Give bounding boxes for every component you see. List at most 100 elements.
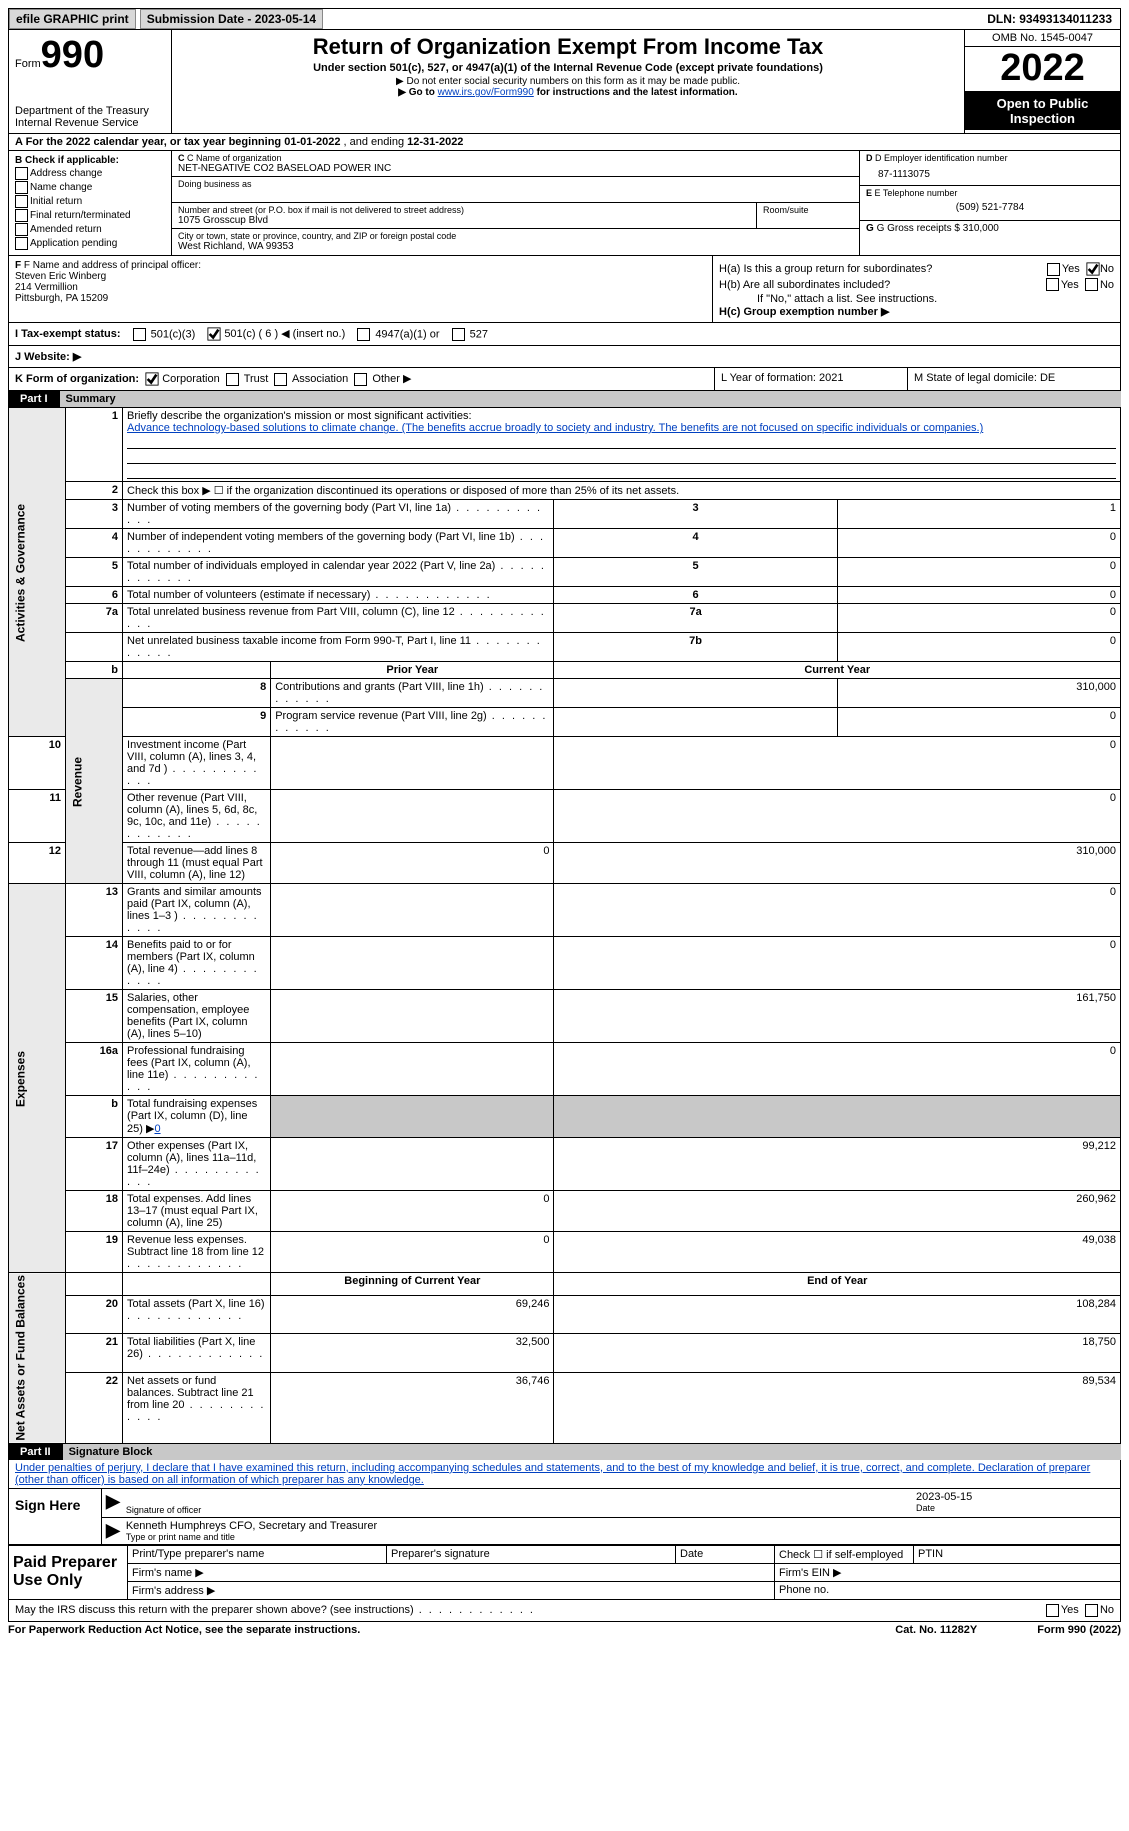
c-label: C C Name of organization: [178, 153, 853, 163]
street: 1075 Grosscup Blvd: [178, 215, 750, 226]
vtab-exp: Expenses: [9, 884, 66, 1273]
l-label: L Year of formation: 2021: [715, 368, 908, 390]
phone-no: Phone no.: [775, 1581, 1121, 1599]
val-13: 0: [554, 884, 1121, 937]
val-10: 0: [554, 737, 1121, 790]
val-7b: 0: [837, 633, 1120, 662]
sig-officer-label: Signature of officer: [126, 1505, 916, 1515]
val-12: 310,000: [554, 843, 1121, 884]
line1-label: Briefly describe the organization's miss…: [127, 410, 471, 422]
hdr-current: Current Year: [554, 662, 1121, 679]
val-11: 0: [554, 790, 1121, 843]
dln-label: DLN: 93493134011233: [979, 12, 1120, 26]
j-label: J Website: ▶: [15, 351, 81, 363]
chk-final-return[interactable]: Final return/terminated: [15, 209, 165, 222]
val-7a: 0: [837, 604, 1120, 633]
val-5: 0: [837, 558, 1120, 587]
check-if: Check ☐ if self-employed: [775, 1545, 914, 1563]
mission-link[interactable]: Advance technology-based solutions to cl…: [127, 422, 983, 434]
print-label: Type or print name and title: [126, 1532, 1116, 1542]
val-22c: 89,534: [554, 1373, 1121, 1444]
k-label: K Form of organization:: [15, 373, 139, 385]
discuss-row: May the IRS discuss this return with the…: [8, 1600, 1121, 1622]
firm-ein: Firm's EIN ▶: [775, 1563, 1121, 1581]
chk-501c-checked[interactable]: [207, 327, 221, 341]
irs-link[interactable]: www.irs.gov/Form990: [438, 87, 534, 98]
line2: Check this box ▶ ☐ if the organization d…: [123, 482, 1121, 500]
arrow-icon: ▶: [106, 1520, 126, 1542]
b-label: B Check if applicable:: [15, 155, 119, 166]
firm-name: Firm's name ▶: [128, 1563, 775, 1581]
irs-label: Internal Revenue Service: [15, 117, 165, 129]
d-label: D Employer identification number: [875, 153, 1008, 163]
chk-4947[interactable]: [357, 328, 370, 341]
i-label: I Tax-exempt status:: [15, 328, 121, 340]
hb-yes[interactable]: [1046, 278, 1059, 291]
hb-label: H(b) Are all subordinates included?: [719, 279, 1046, 291]
top-bar: efile GRAPHIC print Submission Date - 20…: [8, 8, 1121, 30]
chk-initial-return[interactable]: Initial return: [15, 195, 165, 208]
discuss-yes[interactable]: [1046, 1604, 1059, 1617]
chk-address-change[interactable]: Address change: [15, 167, 165, 180]
ha-yes[interactable]: [1047, 263, 1060, 276]
ptin-label: PTIN: [914, 1545, 1121, 1563]
firm-addr: Firm's address ▶: [128, 1581, 775, 1599]
dept-label: Department of the Treasury: [15, 105, 165, 117]
val-6: 0: [837, 587, 1120, 604]
val-9: 0: [837, 708, 1120, 737]
val-15: 161,750: [554, 990, 1121, 1043]
signature-block: Under penalties of perjury, I declare th…: [8, 1460, 1121, 1545]
chk-trust[interactable]: [226, 373, 239, 386]
val-21c: 18,750: [554, 1334, 1121, 1373]
org-name: NET-NEGATIVE CO2 BASELOAD POWER INC: [178, 163, 853, 174]
ha-no-checked[interactable]: [1086, 262, 1100, 276]
chk-501c3[interactable]: [133, 328, 146, 341]
form-label: Form 990 (2022): [1037, 1624, 1121, 1636]
m-label: M State of legal domicile: DE: [908, 368, 1120, 390]
part2-header: Part II Signature Block: [8, 1444, 1121, 1460]
form-number: Form990: [15, 34, 165, 77]
gross-receipts: 310,000: [963, 223, 999, 234]
prep-name-label: Print/Type preparer's name: [128, 1545, 387, 1563]
omb-number: OMB No. 1545-0047: [965, 30, 1120, 47]
hdr-end: End of Year: [554, 1273, 1121, 1296]
ssn-note: ▶ Do not enter social security numbers o…: [176, 76, 960, 87]
city-label: City or town, state or province, country…: [178, 231, 853, 241]
officer-addr1: 214 Vermillion: [15, 282, 78, 293]
efile-button[interactable]: efile GRAPHIC print: [9, 9, 136, 29]
val-16a: 0: [554, 1043, 1121, 1096]
hdr-prior: Prior Year: [271, 662, 554, 679]
e-label: E Telephone number: [875, 188, 958, 198]
sig-date: 2023-05-15: [916, 1491, 1116, 1503]
city: West Richland, WA 99353: [178, 241, 853, 252]
line-a: A For the 2022 calendar year, or tax yea…: [8, 134, 1121, 151]
goto-note: ▶ Go to www.irs.gov/Form990 for instruct…: [176, 87, 960, 98]
hb-no[interactable]: [1085, 278, 1098, 291]
discuss-no[interactable]: [1085, 1604, 1098, 1617]
sign-here-label: Sign Here: [9, 1489, 102, 1544]
row-j: J Website: ▶: [8, 346, 1121, 368]
paid-preparer-table: Paid Preparer Use Only Print/Type prepar…: [8, 1545, 1121, 1600]
submission-date-button[interactable]: Submission Date - 2023-05-14: [140, 9, 323, 29]
perjury-text: Under penalties of perjury, I declare th…: [9, 1460, 1120, 1489]
val-4: 0: [837, 529, 1120, 558]
val-21p: 32,500: [271, 1334, 554, 1373]
chk-name-change[interactable]: Name change: [15, 181, 165, 194]
chk-corp-checked[interactable]: [145, 372, 159, 386]
val-16b-link[interactable]: 0: [154, 1123, 160, 1135]
hc-label: H(c) Group exemption number ▶: [719, 305, 1114, 318]
form-subtitle: Under section 501(c), 527, or 4947(a)(1)…: [176, 62, 960, 74]
ein: 87-1113075: [866, 163, 1114, 180]
chk-527[interactable]: [452, 328, 465, 341]
officer-name: Steven Eric Winberg: [15, 271, 106, 282]
chk-assoc[interactable]: [274, 373, 287, 386]
section-b-to-g: B Check if applicable: Address change Na…: [8, 151, 1121, 256]
val-17: 99,212: [554, 1138, 1121, 1191]
row-k: K Form of organization: Corporation Trus…: [8, 368, 1121, 391]
chk-amended-return[interactable]: Amended return: [15, 223, 165, 236]
val-20p: 69,246: [271, 1295, 554, 1334]
chk-other[interactable]: [354, 373, 367, 386]
vtab-net: Net Assets or Fund Balances: [9, 1273, 66, 1444]
hdr-begin: Beginning of Current Year: [271, 1273, 554, 1296]
chk-application-pending[interactable]: Application pending: [15, 237, 165, 250]
